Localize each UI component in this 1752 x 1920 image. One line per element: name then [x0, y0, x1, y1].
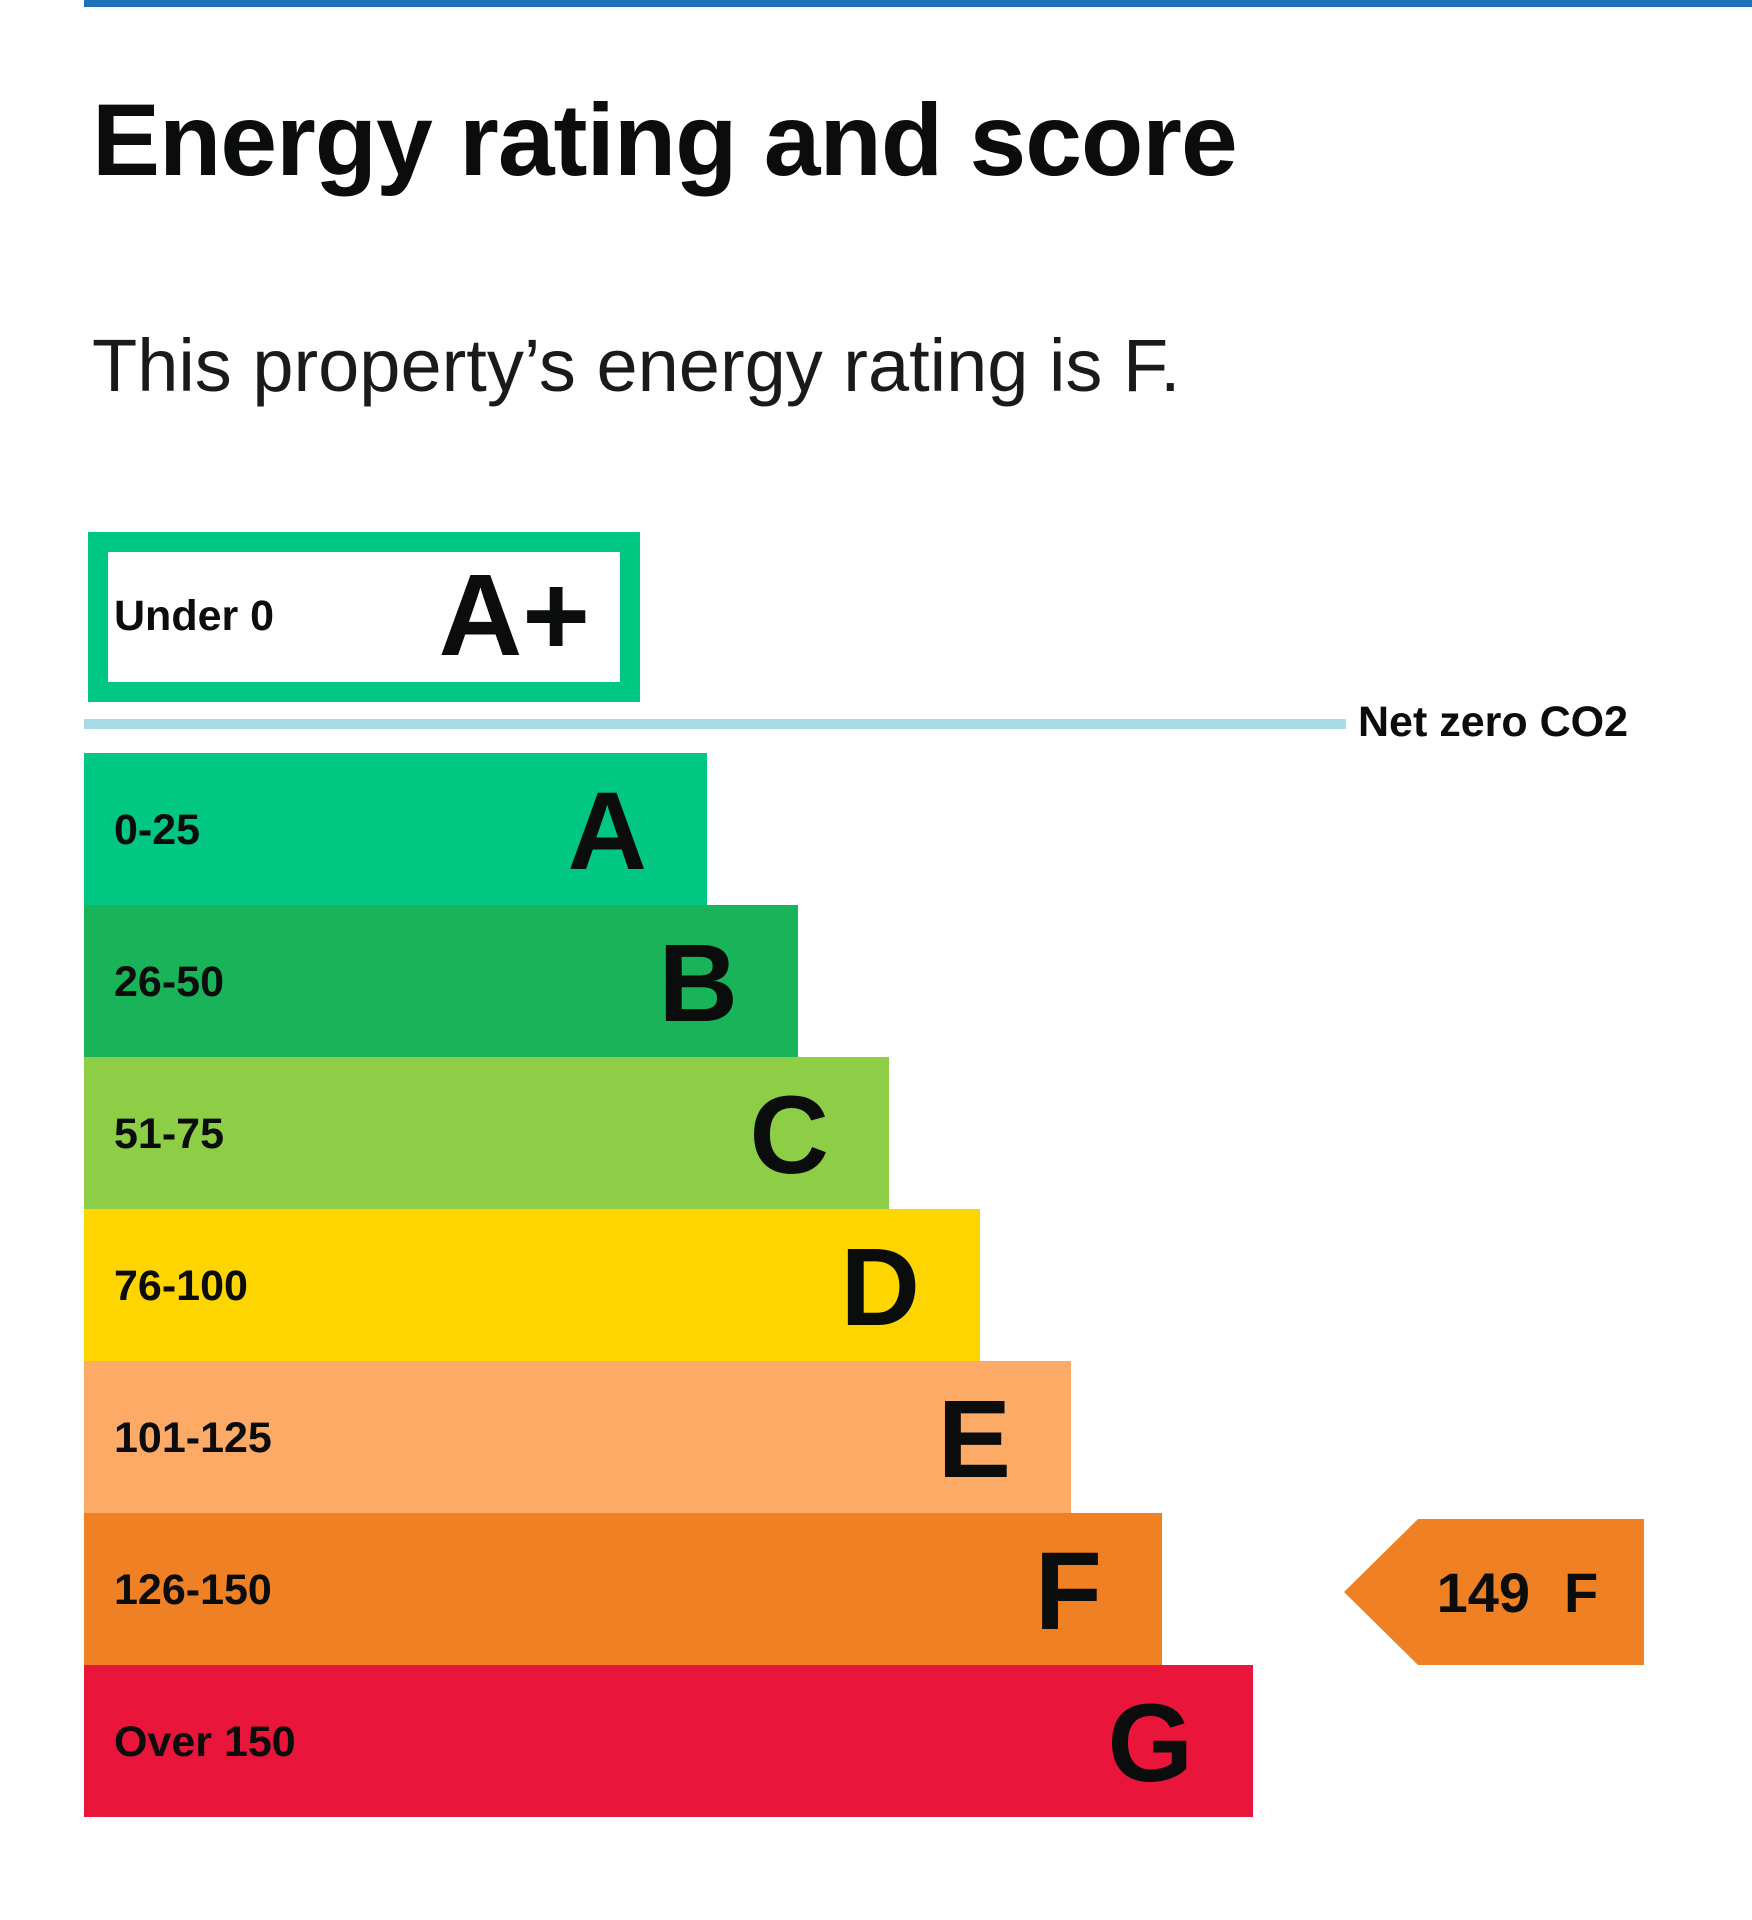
current-rating-arrow [1344, 1519, 1644, 1665]
rating-band-bar [84, 905, 798, 1057]
rating-band-a: 0-25 A [84, 753, 707, 905]
rating-band-bar [84, 753, 707, 905]
rating-band-letter: E [938, 1378, 1011, 1501]
rating-band-bar [84, 1057, 889, 1209]
rating-band-f: 126-150 F [84, 1513, 1162, 1665]
rating-band-letter: A [568, 770, 647, 893]
rating-band-range: 126-150 [114, 1566, 272, 1614]
net-zero-label: Net zero CO2 [1358, 698, 1628, 746]
rating-band-range: 0-25 [114, 806, 200, 854]
page-title: Energy rating and score [92, 83, 1238, 197]
plus-band-range-label: Under 0 [114, 592, 274, 640]
rating-band-range: Over 150 [114, 1718, 296, 1766]
rating-band-letter: C [750, 1074, 829, 1197]
plus-band-letter: A+ [438, 550, 590, 680]
rating-band-range: 51-75 [114, 1110, 224, 1158]
rating-band-e: 101-125 E [84, 1361, 1071, 1513]
rating-band-range: 76-100 [114, 1262, 248, 1310]
current-rating-score: 149 [1437, 1561, 1530, 1624]
rating-band-letter: B [659, 922, 738, 1045]
rating-band-d: 76-100 D [84, 1209, 980, 1361]
rating-band-g: Over 150 G [84, 1665, 1253, 1817]
rating-band-bar [84, 1513, 1162, 1665]
current-rating-marker: 149 F [1344, 1519, 1644, 1665]
plus-band: Under 0 A+ [88, 532, 640, 702]
rating-summary: This property’s energy rating is F. [92, 324, 1181, 407]
rating-band-range: 26-50 [114, 958, 224, 1006]
current-rating-letter: F [1564, 1561, 1598, 1624]
plus-band-frame [88, 532, 640, 702]
rating-band-c: 51-75 C [84, 1057, 889, 1209]
rating-band-b: 26-50 B [84, 905, 798, 1057]
rating-band-bar [84, 1665, 1253, 1817]
rating-band-letter: G [1107, 1682, 1193, 1805]
rating-band-bar [84, 1361, 1071, 1513]
rating-bands: 0-25 A 26-50 B 51-75 C 76-100 D 101-125 E 126-150 F… [84, 753, 1253, 1817]
rating-band-letter: D [841, 1226, 920, 1349]
top-rule [84, 0, 1752, 7]
rating-band-bar [84, 1209, 980, 1361]
rating-band-letter: F [1035, 1530, 1102, 1653]
rating-band-range: 101-125 [114, 1414, 272, 1462]
